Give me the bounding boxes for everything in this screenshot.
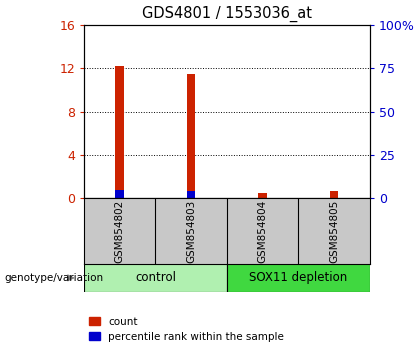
Text: SOX11 depletion: SOX11 depletion bbox=[249, 272, 347, 284]
Bar bbox=[187, 74, 195, 198]
Text: GSM854803: GSM854803 bbox=[186, 199, 196, 263]
Text: GSM854804: GSM854804 bbox=[257, 199, 268, 263]
Text: genotype/variation: genotype/variation bbox=[4, 273, 103, 283]
Bar bbox=[116, 190, 124, 198]
Bar bbox=[330, 191, 338, 198]
Bar bbox=[187, 190, 195, 198]
Bar bbox=[258, 193, 267, 198]
Title: GDS4801 / 1553036_at: GDS4801 / 1553036_at bbox=[142, 6, 312, 22]
Legend: count, percentile rank within the sample: count, percentile rank within the sample bbox=[89, 316, 284, 342]
Text: GSM854802: GSM854802 bbox=[115, 199, 125, 263]
Bar bbox=[227, 264, 370, 292]
Text: GSM854805: GSM854805 bbox=[329, 199, 339, 263]
Bar bbox=[116, 66, 124, 198]
Text: control: control bbox=[135, 272, 176, 284]
Bar bbox=[84, 264, 227, 292]
